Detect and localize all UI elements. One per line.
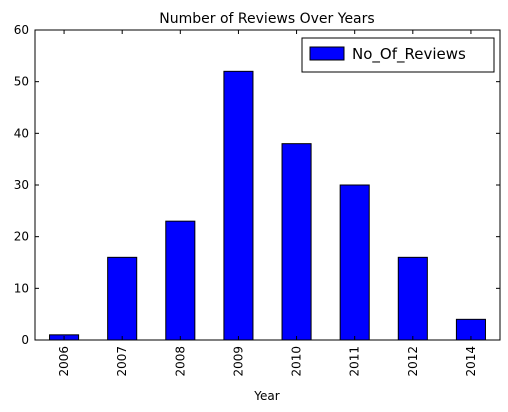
x-tick-label-2012: 2012 xyxy=(406,346,420,377)
x-axis: 2006 2007 2008 2009 2010 2011 2012 2014 xyxy=(57,30,478,377)
x-tick-label-2011: 2011 xyxy=(348,346,362,377)
y-tick-label-20: 20 xyxy=(14,230,29,244)
x-tick-label-2006: 2006 xyxy=(57,346,71,377)
legend-label: No_Of_Reviews xyxy=(352,45,466,64)
y-tick-label-10: 10 xyxy=(14,281,29,295)
chart-title: Number of Reviews Over Years xyxy=(159,11,374,27)
legend-swatch xyxy=(309,46,345,61)
bar-2010 xyxy=(281,143,312,341)
x-tick-label-2014: 2014 xyxy=(464,346,478,377)
x-tick-label-2007: 2007 xyxy=(115,346,129,377)
y-tick-label-0: 0 xyxy=(21,333,29,347)
y-tick-label-40: 40 xyxy=(14,126,29,140)
legend: No_Of_Reviews xyxy=(301,37,495,73)
bars-layer xyxy=(49,70,486,341)
x-tick-label-2009: 2009 xyxy=(231,346,245,377)
y-axis: 0 10 20 30 40 50 60 xyxy=(14,23,500,347)
plot-frame xyxy=(34,29,501,341)
x-tick-label-2008: 2008 xyxy=(173,346,187,377)
x-axis-label: Year xyxy=(253,389,279,403)
y-tick-label-60: 60 xyxy=(14,23,29,37)
bar-2008 xyxy=(165,220,196,341)
bar-2009 xyxy=(223,70,254,341)
bar-2012 xyxy=(397,256,428,341)
bar-2011 xyxy=(339,184,370,341)
y-tick-label-50: 50 xyxy=(14,75,29,89)
y-tick-label-30: 30 xyxy=(14,178,29,192)
x-tick-label-2010: 2010 xyxy=(290,346,304,377)
bar-2007 xyxy=(107,256,138,341)
